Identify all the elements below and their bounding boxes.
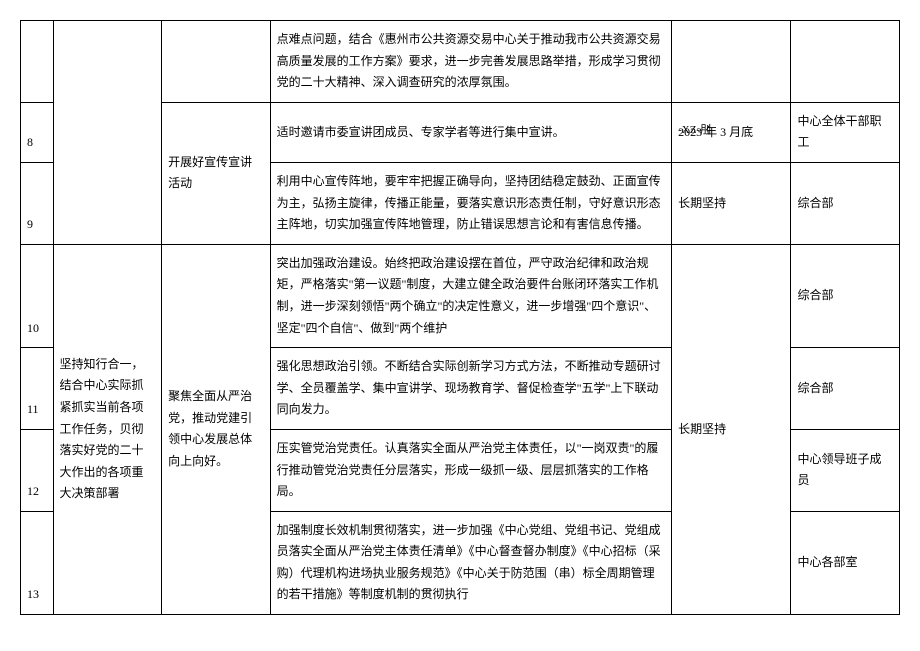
- dept-cell: [791, 21, 900, 103]
- dept-cell: 综合部: [791, 162, 900, 244]
- category-1: 坚持知行合一，结合中心实际抓紧抓实当前各项工作任务，贝彻落实好党的二十大作出的各…: [53, 244, 162, 614]
- dept-cell: 中心全体干部职工: [791, 102, 900, 162]
- row-num: [21, 21, 54, 103]
- dept-cell: 综合部: [791, 244, 900, 347]
- time-cell: [672, 21, 791, 103]
- row-num: 11: [21, 348, 54, 430]
- dept-cell: 中心各部室: [791, 511, 900, 614]
- row-num: 8: [21, 102, 54, 162]
- row-num: 12: [21, 429, 54, 511]
- time-overlay: -XZ-刖: [678, 121, 711, 141]
- row-num: 9: [21, 162, 54, 244]
- content-cell: 突出加强政治建设。始终把政治建设摆在首位，严守政治纪律和政治规矩，严格落实"第一…: [270, 244, 672, 347]
- content-cell: 点难点问题，结合《惠州市公共资源交易中心关于推动我市公共资源交易高质量发展的工作…: [270, 21, 672, 103]
- dept-cell: 综合部: [791, 348, 900, 430]
- category-2: 聚焦全面从严治党，推动党建引领中心发展总体向上向好。: [162, 244, 271, 614]
- content-cell: 强化思想政治引领。不断结合实际创新学习方式方法，不断推动专题研讨学、全员覆盖学、…: [270, 348, 672, 430]
- content-cell: 适时邀请市委宣讲团成员、专家学者等进行集中宣讲。: [270, 102, 672, 162]
- time-cell: 长期坚持: [672, 244, 791, 614]
- policy-table: 点难点问题，结合《惠州市公共资源交易中心关于推动我市公共资源交易高质量发展的工作…: [20, 20, 900, 615]
- row-num: 10: [21, 244, 54, 347]
- dept-cell: 中心领导班子成员: [791, 429, 900, 511]
- time-cell: 长期坚持: [672, 162, 791, 244]
- content-cell: 利用中心宣传阵地，要牢牢把握正确导向，坚持团结稳定鼓劲、正面宣传为主，弘扬主旋律…: [270, 162, 672, 244]
- time-cell: 2023 年 3 月底 -XZ-刖: [672, 102, 791, 162]
- category-2: 开展好宣传宣讲活动: [162, 102, 271, 244]
- row-num: 13: [21, 511, 54, 614]
- category-1: [53, 21, 162, 245]
- category-2: [162, 21, 271, 103]
- content-cell: 加强制度长效机制贯彻落实，进一步加强《中心党组、党组书记、党组成员落实全面从严治…: [270, 511, 672, 614]
- content-cell: 压实管党治党责任。认真落实全面从严治党主体责任，以"一岗双责"的履行推动管党治党…: [270, 429, 672, 511]
